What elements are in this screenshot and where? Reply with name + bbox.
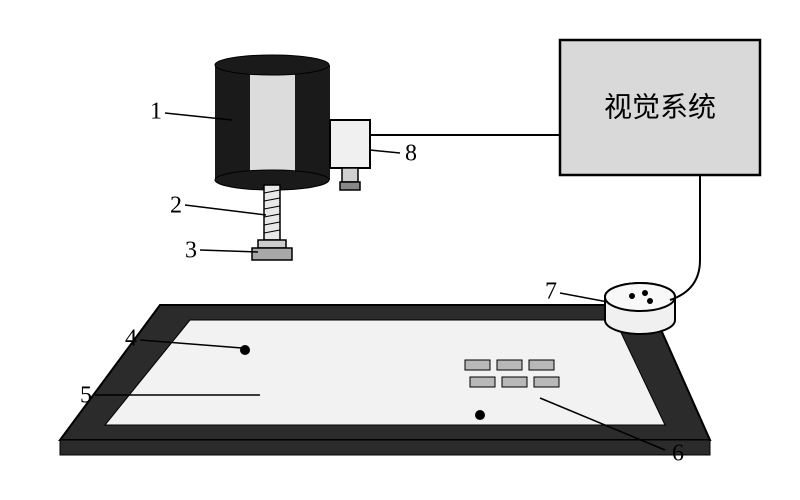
cylinder-stripe-right — [295, 65, 330, 180]
cup — [605, 283, 675, 334]
leader-7 — [560, 293, 608, 302]
label-4: 4 — [125, 326, 137, 352]
label-5: 5 — [80, 383, 92, 409]
label-7: 7 — [545, 279, 557, 305]
label-3: 3 — [185, 238, 197, 264]
tray-dot-left — [240, 345, 250, 355]
label-6: 6 — [672, 441, 684, 467]
tray-dot-right — [475, 410, 485, 420]
cylinder-top — [215, 55, 329, 75]
diagram-canvas: 视觉系统 1 2 3 4 5 6 7 8 — [0, 0, 800, 500]
cylinder-stripe-left — [215, 65, 250, 180]
vision-box-group: 视觉系统 — [560, 40, 760, 175]
leader-3 — [200, 250, 258, 252]
leader-8 — [370, 150, 400, 153]
tray-front-edge — [60, 440, 710, 455]
tray-surface — [105, 320, 665, 425]
vision-box-label: 视觉系统 — [604, 91, 716, 123]
cylinder-stripe-mid — [250, 65, 295, 180]
label-1: 1 — [150, 99, 162, 125]
foot — [252, 240, 292, 260]
leader-2 — [185, 205, 266, 215]
cylinder-assembly — [215, 55, 370, 260]
label-2: 2 — [170, 193, 182, 219]
side-module — [330, 120, 370, 190]
label-8: 8 — [405, 141, 417, 167]
wire-box-to-cup — [670, 175, 700, 300]
